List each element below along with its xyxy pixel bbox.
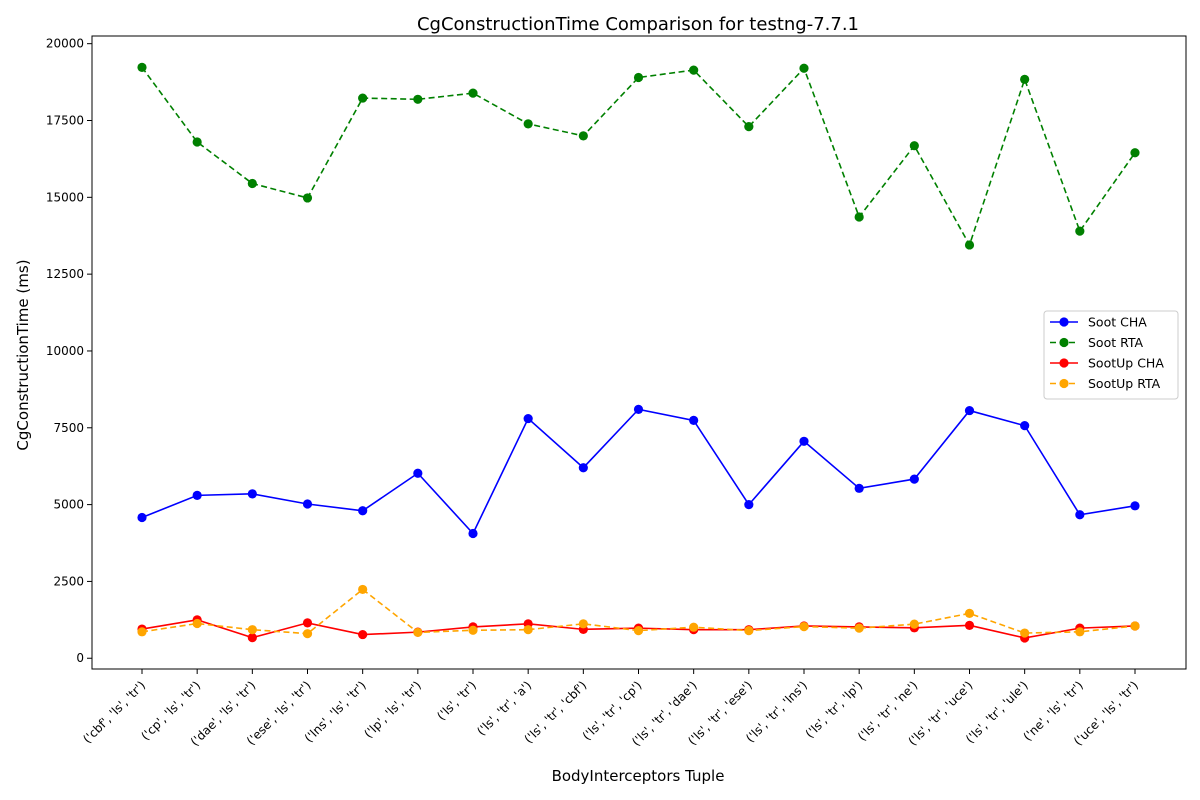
series-line — [141, 66, 1136, 247]
data-point — [964, 405, 975, 416]
data-point — [468, 625, 478, 635]
x-tick-label: ('lp', 'ls', 'tr') — [361, 678, 424, 741]
legend-label: Soot RTA — [1088, 335, 1144, 350]
data-point — [799, 436, 809, 446]
y-tick-label: 0 — [76, 651, 84, 665]
data-point — [358, 93, 368, 103]
y-tick-label: 7500 — [53, 421, 84, 435]
data-point — [909, 141, 919, 151]
chart-title: CgConstructionTime Comparison for testng… — [417, 14, 859, 35]
data-point — [964, 240, 975, 250]
x-tick-label: ('ls', 'tr') — [434, 678, 479, 723]
data-point — [854, 623, 864, 633]
data-point — [744, 500, 754, 510]
data-point — [468, 528, 478, 539]
series-soot-rta — [137, 62, 1140, 250]
data-point — [358, 584, 368, 595]
plot-area-frame — [91, 35, 1187, 670]
data-point — [578, 463, 588, 473]
data-point — [302, 499, 313, 509]
y-tick-label: 10000 — [46, 344, 84, 358]
data-point — [358, 506, 368, 516]
data-point — [523, 625, 533, 635]
legend-marker — [1059, 337, 1069, 348]
y-tick-label: 15000 — [46, 190, 84, 204]
data-point — [1130, 148, 1140, 158]
data-point — [523, 413, 533, 424]
data-point — [799, 63, 809, 73]
data-point — [358, 629, 368, 640]
y-tick-label: 20000 — [46, 37, 84, 51]
data-point — [192, 490, 202, 500]
data-point — [247, 633, 257, 643]
data-point — [689, 65, 699, 75]
legend-label: SootUp RTA — [1088, 376, 1161, 391]
data-point — [302, 618, 313, 628]
data-point — [247, 625, 257, 635]
x-tick-label: ('ls', 'tr', 'lp') — [803, 678, 866, 741]
data-point — [192, 137, 202, 147]
legend-marker — [1059, 378, 1069, 389]
legend-label: SootUp CHA — [1088, 356, 1164, 371]
series-layer — [137, 62, 1140, 643]
data-point — [909, 474, 919, 484]
data-point — [302, 193, 313, 203]
data-point — [1075, 627, 1085, 637]
y-axis-label: CgConstructionTime (ms) — [14, 259, 32, 450]
data-point — [689, 622, 699, 632]
legend-label: Soot CHA — [1088, 315, 1147, 330]
legend: Soot CHA Soot RTA SootUp CHA SootUp RTA — [1043, 310, 1179, 400]
data-point — [413, 627, 423, 638]
y-tick-label: 5000 — [53, 498, 84, 512]
series-sootup-rta — [137, 584, 1140, 639]
data-point — [413, 468, 423, 478]
data-point — [247, 178, 257, 189]
data-point — [1075, 226, 1085, 236]
data-point — [247, 489, 257, 499]
data-point — [1020, 628, 1030, 638]
data-point — [578, 619, 588, 629]
data-point — [1130, 621, 1140, 631]
y-tick-label: 2500 — [53, 574, 84, 588]
data-point — [744, 122, 754, 132]
x-axis: ('cbf', 'ls', 'tr')('cp', 'ls', 'tr')('d… — [80, 669, 1141, 749]
data-point — [302, 629, 313, 639]
legend-box — [1043, 310, 1179, 400]
data-point — [689, 415, 699, 426]
data-point — [1130, 501, 1140, 511]
data-point — [523, 119, 533, 129]
data-point — [799, 621, 809, 632]
y-tick-label: 12500 — [46, 267, 84, 281]
y-tick-label: 17500 — [46, 114, 84, 128]
y-axis: 0 2500 5000 7500 10000 12500 15000 17500 20000 — [46, 37, 92, 665]
data-point — [137, 627, 147, 637]
data-point — [854, 483, 864, 493]
x-tick-label: ('cbf', 'ls', 'tr') — [80, 678, 148, 746]
data-point — [744, 625, 754, 636]
data-point — [854, 212, 864, 222]
data-point — [1075, 510, 1085, 520]
data-point — [468, 88, 478, 98]
data-point — [909, 619, 919, 629]
data-point — [192, 618, 202, 629]
data-point — [413, 94, 423, 104]
data-point — [633, 404, 644, 414]
data-point — [633, 625, 644, 636]
series-soot-cha — [137, 404, 1140, 539]
data-point — [137, 512, 147, 523]
legend-marker — [1059, 358, 1069, 368]
data-point — [578, 131, 588, 141]
x-tick-label: ('ls', 'tr', 'a') — [474, 678, 534, 738]
data-point — [1020, 421, 1030, 431]
data-point — [1020, 74, 1030, 84]
legend-marker — [1059, 317, 1069, 327]
data-point — [633, 72, 644, 83]
data-point — [964, 608, 975, 618]
data-point — [137, 62, 147, 72]
series-line — [141, 408, 1136, 535]
data-point — [964, 620, 975, 630]
x-axis-label: BodyInterceptors Tuple — [552, 767, 725, 785]
